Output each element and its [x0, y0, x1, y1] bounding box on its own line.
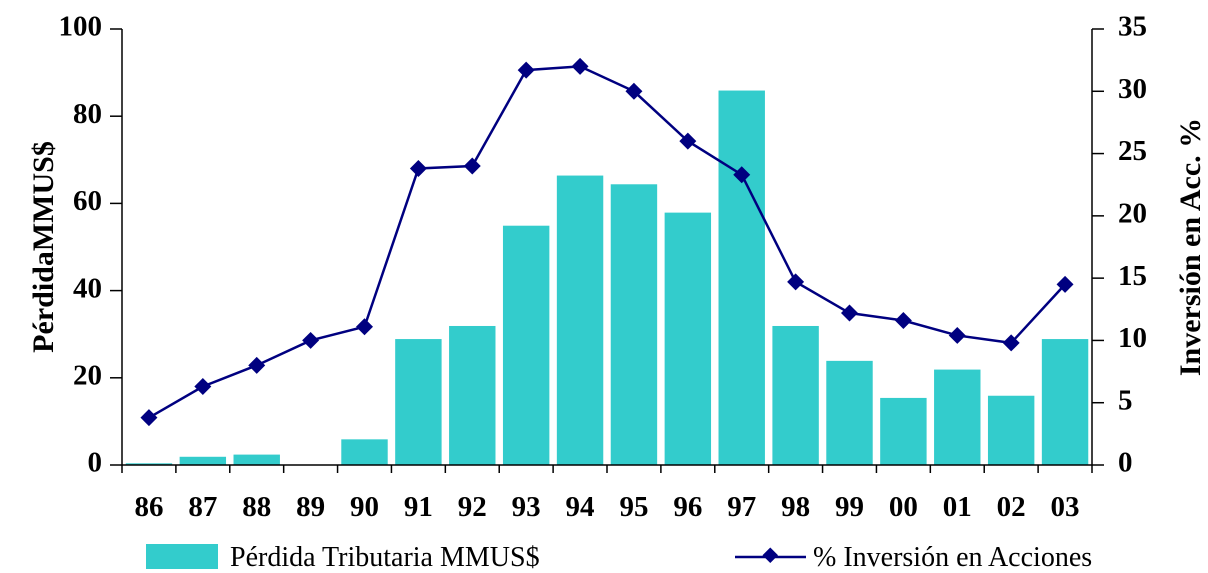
x-tick-label-88: 88: [242, 491, 271, 523]
x-tick-label-00: 00: [889, 491, 918, 523]
bar-00: [879, 396, 928, 466]
x-tick-label-96: 96: [673, 491, 702, 523]
x-tick-label-02: 02: [997, 491, 1026, 523]
bar-92: [448, 324, 497, 466]
right-tick-label: 25: [1118, 135, 1147, 167]
line-layer: [140, 57, 1074, 427]
x-tick-label-03: 03: [1051, 491, 1080, 523]
bar-90: [340, 438, 389, 466]
x-tick-label-95: 95: [619, 491, 648, 523]
line-point-97: [733, 166, 751, 184]
legend-swatch-marker: [762, 547, 779, 564]
line-point-95: [625, 82, 643, 100]
right-tick-label: 15: [1118, 260, 1147, 292]
left-axis-title: PérdidaMMUS$: [27, 141, 60, 353]
line-point-87: [194, 378, 212, 396]
legend: Pérdida Tributaria MMUS$ % Inversión en …: [146, 542, 1092, 573]
left-tick-label: 40: [73, 272, 102, 304]
bar-03: [1040, 338, 1090, 466]
x-tick-label-01: 01: [943, 491, 972, 523]
line-series: [148, 65, 1066, 419]
line-point-01: [948, 326, 966, 344]
right-tick-label: 10: [1118, 322, 1147, 354]
legend-label-bars: Pérdida Tributaria MMUS$: [230, 542, 540, 573]
bar-88: [232, 453, 281, 466]
bar-02: [986, 394, 1036, 466]
line-point-02: [1002, 334, 1020, 352]
x-tick-label-97: 97: [727, 491, 756, 523]
line-point-93: [517, 61, 535, 79]
left-axis-ticks: 0 20 40 60 80 100: [59, 11, 122, 479]
x-tick-label-87: 87: [188, 491, 217, 523]
bar-87: [178, 455, 228, 466]
line-point-00: [894, 312, 912, 329]
x-tick-label-99: 99: [835, 491, 864, 523]
x-tick-label-93: 93: [512, 491, 541, 523]
line-point-98: [787, 273, 805, 291]
bar-01: [933, 368, 982, 466]
x-tick-label-91: 91: [404, 491, 433, 523]
x-tick-label-89: 89: [296, 491, 325, 523]
x-tick-label-92: 92: [458, 491, 487, 523]
left-tick-label: 100: [59, 11, 103, 43]
left-tick-label: 0: [88, 447, 103, 479]
x-tick-label-98: 98: [781, 491, 810, 523]
right-tick-label: 20: [1118, 198, 1147, 230]
bar-98: [771, 324, 820, 466]
line-point-94: [571, 57, 589, 75]
bar-91: [394, 338, 443, 466]
x-tick-label-90: 90: [350, 491, 379, 523]
line-point-99: [841, 304, 858, 322]
bar-93: [501, 224, 551, 466]
legend-label-line: % Inversión en Acciones: [813, 542, 1092, 573]
line-point-96: [679, 132, 697, 150]
line-point-88: [248, 356, 266, 374]
right-tick-label: 5: [1118, 384, 1133, 416]
line-point-91: [409, 160, 427, 178]
x-axis-ticks: 86 87 88 89 90 91 92 93 94 95 96 97 98 99 00 01 02 03: [121, 465, 1093, 523]
bar-95: [609, 183, 659, 466]
bar-96: [663, 211, 713, 466]
left-tick-label: 80: [73, 98, 102, 130]
line-point-89: [302, 331, 320, 349]
bars-layer: [124, 89, 1090, 466]
left-tick-label: 60: [73, 185, 102, 217]
left-tick-label: 20: [73, 359, 102, 391]
right-tick-label: 35: [1118, 11, 1147, 43]
right-tick-label: 30: [1118, 73, 1147, 105]
x-tick-label-86: 86: [134, 491, 163, 523]
legend-swatch-bars: [146, 544, 218, 569]
x-tick-label-94: 94: [566, 491, 595, 523]
right-tick-label: 0: [1118, 447, 1133, 479]
right-axis-ticks: 0 5 10 15 20 25 30 35: [1092, 11, 1147, 479]
bar-97: [717, 89, 766, 466]
bar-94: [555, 174, 605, 466]
bar-99: [825, 359, 874, 466]
line-point-86: [140, 409, 158, 427]
line-point-90: [356, 318, 373, 336]
right-axis-title: Inversión en Acc. %: [1174, 118, 1207, 376]
line-point-92: [463, 157, 481, 175]
